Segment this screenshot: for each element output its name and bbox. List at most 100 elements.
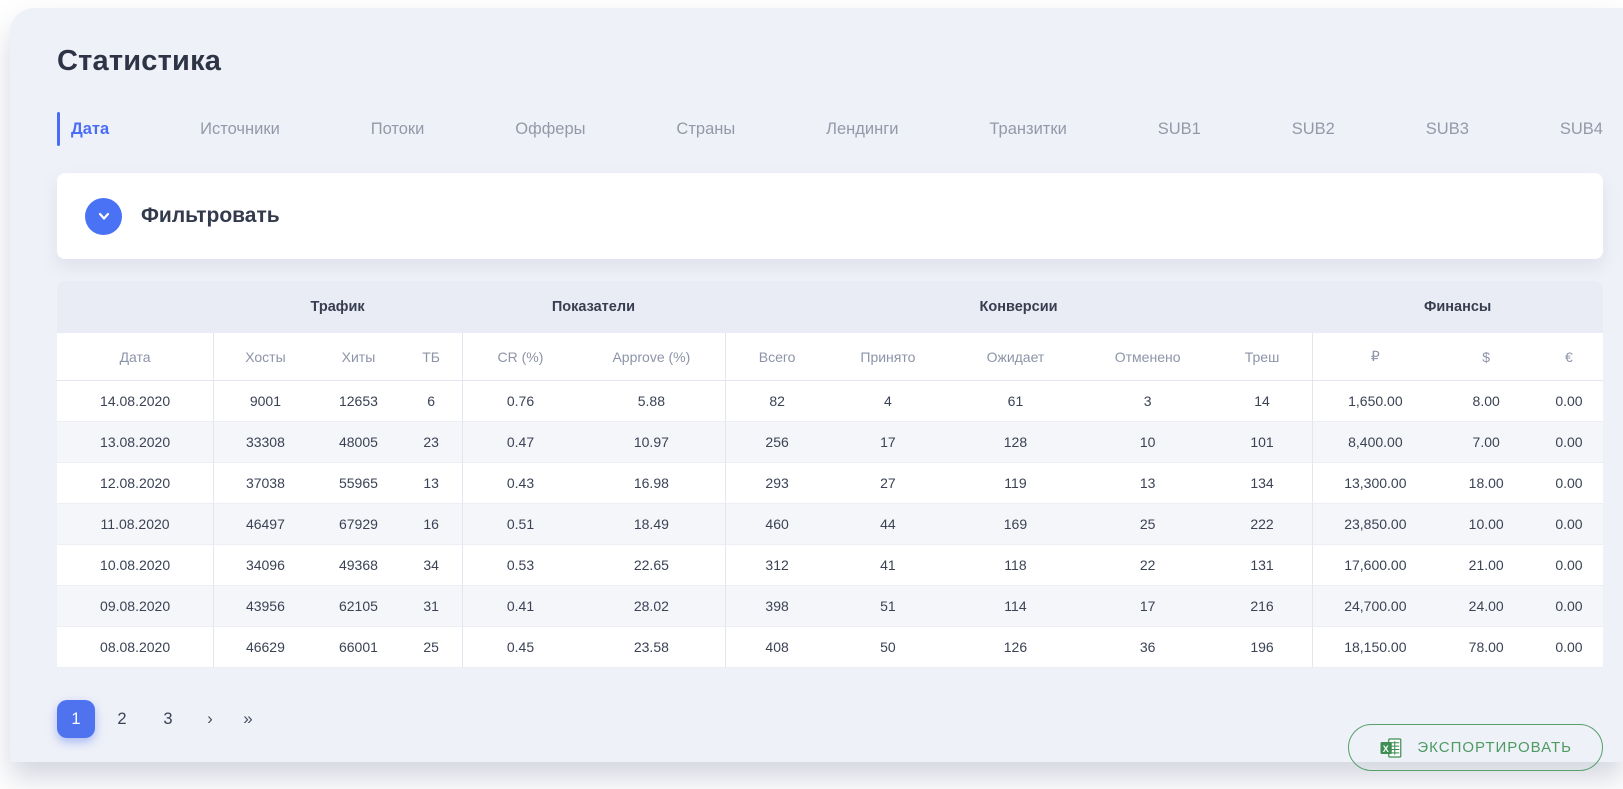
table-cell: 0.45 — [462, 627, 578, 668]
tab-label: Офферы — [515, 119, 586, 138]
tab-label: Страны — [676, 119, 736, 138]
table-cell: 48005 — [316, 422, 401, 463]
table-cell: 216 — [1211, 586, 1313, 627]
table-cell: 7.00 — [1437, 422, 1535, 463]
table-cell: 25 — [1083, 504, 1212, 545]
pagination-last-button[interactable]: » — [233, 700, 263, 738]
table-cell: 460 — [724, 504, 829, 545]
table-cell: 398 — [724, 586, 829, 627]
table-cell: 11.08.2020 — [57, 504, 214, 545]
table-cell: 33308 — [213, 422, 317, 463]
table-cell: 22.65 — [577, 545, 725, 586]
table-cell: 14.08.2020 — [57, 381, 214, 422]
table-cell: 62105 — [316, 586, 401, 627]
tabs: Дата Источники Потоки Офферы Страны Лендинги Т… — [57, 111, 1603, 147]
table-cell: 27 — [828, 463, 948, 504]
table-cell: 8.00 — [1437, 381, 1535, 422]
column-header: ₽ — [1312, 333, 1438, 381]
table-cell: 17,600.00 — [1312, 545, 1438, 586]
tab-offery[interactable]: Офферы — [515, 111, 585, 147]
pagination-page-1[interactable]: 1 — [57, 700, 95, 738]
tab-label: Источники — [200, 119, 280, 138]
table-cell: 24,700.00 — [1312, 586, 1438, 627]
table-cell: 16.98 — [577, 463, 725, 504]
column-header: € — [1534, 333, 1603, 381]
column-header: $ — [1437, 333, 1535, 381]
table-cell: 16 — [400, 504, 463, 545]
table-cell: 67929 — [316, 504, 401, 545]
tab-landingi[interactable]: Лендинги — [826, 111, 898, 147]
tab-sub1[interactable]: SUB1 — [1158, 111, 1201, 147]
table-cell: 4 — [828, 381, 948, 422]
column-header: Хиты — [316, 333, 401, 381]
filter-toggle-button[interactable] — [85, 197, 122, 235]
column-group-label: Показатели — [462, 281, 725, 333]
table-cell: 21.00 — [1437, 545, 1535, 586]
table-cell: 23.58 — [577, 627, 725, 668]
column-group-label — [57, 281, 214, 333]
export-button[interactable]: X ЭКСПОРТИРОВАТЬ — [1348, 724, 1603, 771]
table-cell: 18.00 — [1437, 463, 1535, 504]
table-cell: 50 — [828, 627, 948, 668]
table-row: 08.08.2020 46629 66001 25 0.45 23.58 408 50 126 3… — [57, 627, 1603, 668]
column-header: Отменено — [1083, 333, 1212, 381]
table-cell: 28.02 — [577, 586, 725, 627]
table-cell: 43956 — [213, 586, 317, 627]
chevron-down-icon — [96, 208, 112, 224]
table-cell: 10.08.2020 — [57, 545, 214, 586]
tab-istochniki[interactable]: Источники — [200, 111, 280, 147]
table-cell: 101 — [1211, 422, 1313, 463]
table-group-header-row: Трафик Показатели Конверсии Финансы — [57, 281, 1603, 333]
table-cell: 23 — [400, 422, 463, 463]
tab-sub3[interactable]: SUB3 — [1426, 111, 1469, 147]
table-cell: 17 — [1083, 586, 1212, 627]
table-cell: 23,850.00 — [1312, 504, 1438, 545]
table-cell: 09.08.2020 — [57, 586, 214, 627]
column-header: Ожидает — [947, 333, 1084, 381]
tab-potoki[interactable]: Потоки — [371, 111, 425, 147]
table-cell: 0.51 — [462, 504, 578, 545]
column-header: Дата — [57, 333, 214, 381]
table-cell: 118 — [947, 545, 1084, 586]
pagination-page-3[interactable]: 3 — [149, 700, 187, 738]
table-cell: 5.88 — [577, 381, 725, 422]
table-cell: 49368 — [316, 545, 401, 586]
tab-sub2[interactable]: SUB2 — [1292, 111, 1335, 147]
tab-label: Потоки — [370, 119, 425, 138]
table-cell: 13 — [1083, 463, 1212, 504]
table-cell: 6 — [400, 381, 463, 422]
active-tab-indicator — [57, 112, 60, 146]
table-cell: 0.00 — [1534, 463, 1603, 504]
table-cell: 0.00 — [1534, 627, 1603, 668]
tab-sub4[interactable]: SUB4 — [1560, 111, 1603, 147]
filter-panel[interactable]: Фильтровать — [57, 173, 1603, 259]
filter-label: Фильтровать — [141, 204, 280, 227]
table-cell: 13.08.2020 — [57, 422, 214, 463]
table-cell: 256 — [724, 422, 829, 463]
table-cell: 12.08.2020 — [57, 463, 214, 504]
pagination-next-button[interactable]: › — [195, 700, 225, 738]
tab-data[interactable]: Дата — [57, 111, 109, 147]
tab-label: SUB2 — [1291, 119, 1335, 138]
table-cell: 17 — [828, 422, 948, 463]
tab-label: SUB4 — [1559, 119, 1603, 138]
table-cell: 0.41 — [462, 586, 578, 627]
table-cell: 131 — [1211, 545, 1313, 586]
table-cell: 41 — [828, 545, 948, 586]
table-row: 09.08.2020 43956 62105 31 0.41 28.02 398 51 114 1… — [57, 586, 1603, 627]
table-cell: 0.00 — [1534, 504, 1603, 545]
table-cell: 0.43 — [462, 463, 578, 504]
table-cell: 44 — [828, 504, 948, 545]
statistics-table: Трафик Показатели Конверсии Финансы Дата Хост… — [57, 281, 1603, 668]
tab-tranzitki[interactable]: Транзитки — [989, 111, 1066, 147]
table-cell: 10.97 — [577, 422, 725, 463]
table-cell: 119 — [947, 463, 1084, 504]
tab-strany[interactable]: Страны — [676, 111, 735, 147]
table-cell: 08.08.2020 — [57, 627, 214, 668]
table-row: 12.08.2020 37038 55965 13 0.43 16.98 293 27 119 1… — [57, 463, 1603, 504]
table-cell: 46629 — [213, 627, 317, 668]
table-cell: 36 — [1083, 627, 1212, 668]
table-cell: 31 — [400, 586, 463, 627]
pagination-page-2[interactable]: 2 — [103, 700, 141, 738]
column-group-label: Финансы — [1312, 281, 1603, 333]
